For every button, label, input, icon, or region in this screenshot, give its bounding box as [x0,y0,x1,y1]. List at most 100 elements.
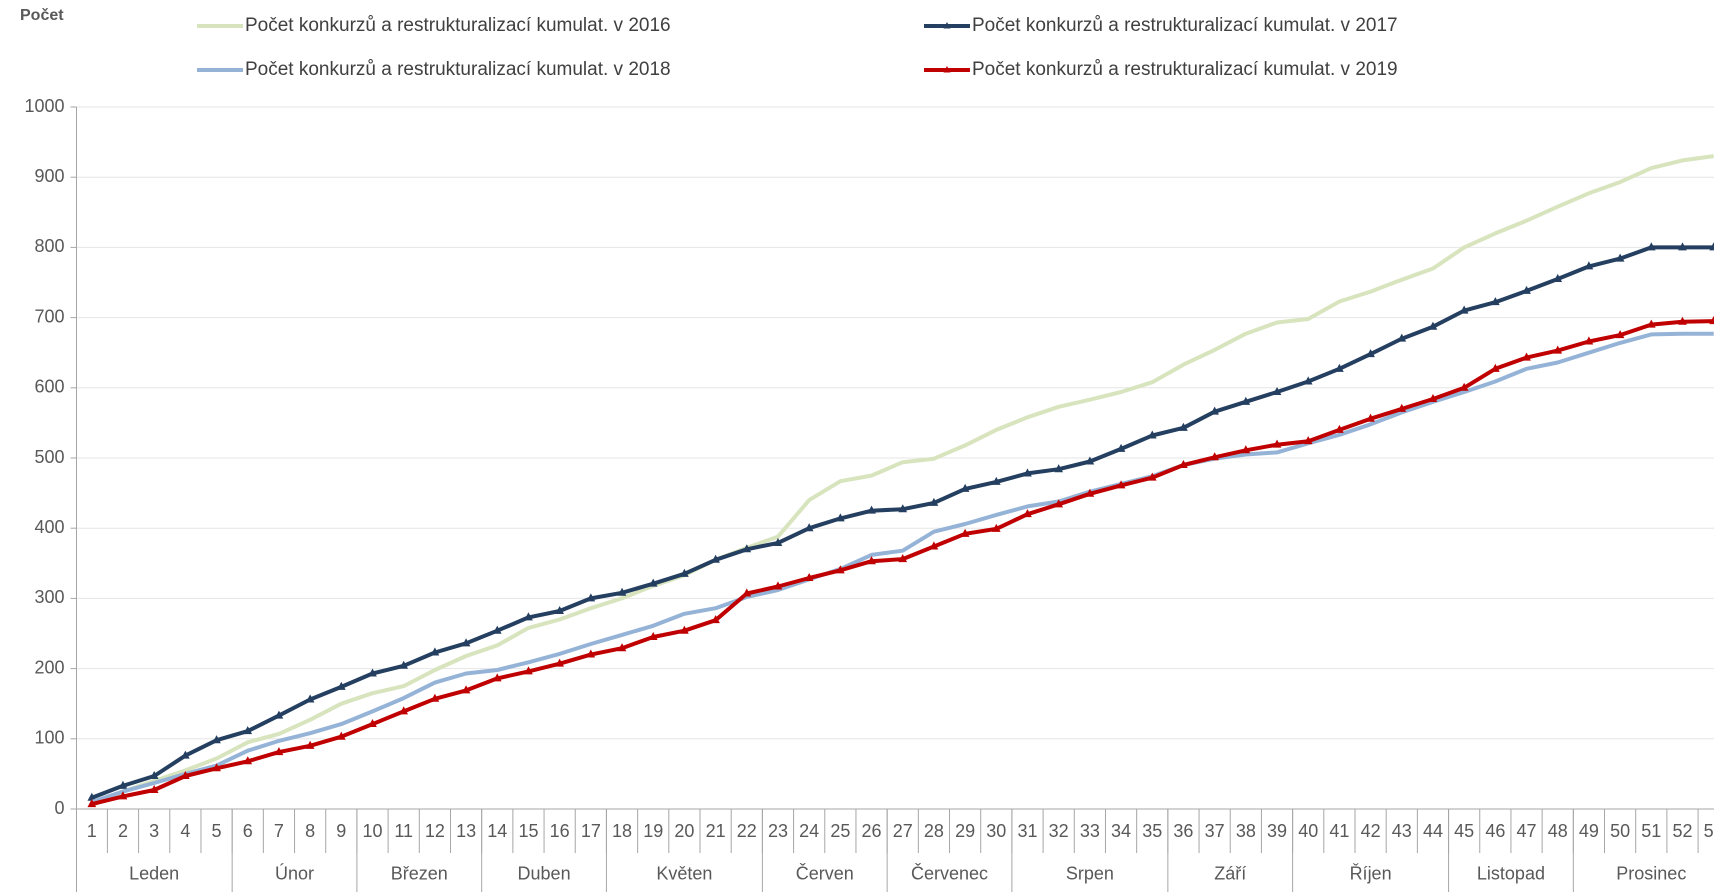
series-marker [1147,472,1157,481]
series-marker [1615,330,1625,339]
series-marker [680,568,689,577]
series-marker [274,747,284,756]
x-tick-label: 41 [1329,821,1349,841]
series-line [91,245,1714,800]
series-marker [243,756,253,765]
x-tick-label: 36 [1173,821,1193,841]
series-marker [555,605,564,615]
x-tick-label: 2 [118,821,128,841]
series-marker [773,581,783,590]
x-tick-label: 50 [1610,821,1630,841]
y-tick-label: 200 [34,657,64,677]
series-marker [586,593,596,602]
month-label: Březen [391,863,448,883]
series-marker [1615,253,1625,262]
legend-marker [943,22,951,29]
series-marker [586,649,596,658]
legend-label: Počet konkurzů a restrukturalizací kumul… [972,15,1398,36]
series-marker [492,673,502,682]
x-tick-label: 26 [862,821,882,841]
x-tick-label: 6 [243,821,253,841]
series-marker [929,497,939,506]
x-tick-label: 1 [87,821,97,841]
x-tick-label: 14 [487,821,507,841]
series-marker [1522,352,1531,361]
x-tick-label: 19 [643,821,663,841]
series-marker [1428,393,1438,403]
series-marker [399,660,409,669]
series-marker [305,740,315,749]
series-marker [118,780,128,789]
x-tick-label: 47 [1517,821,1537,841]
y-tick-label: 600 [34,377,64,397]
x-tick-label: 5 [212,821,222,841]
x-tick-label: 29 [955,821,975,841]
series-marker [492,625,502,634]
y-tick-label: 0 [54,798,64,818]
x-tick-label: 21 [706,821,726,841]
series-marker [1116,443,1126,452]
series-marker [991,523,1001,532]
series-marker [1584,336,1594,345]
series-line [91,319,1714,807]
series-marker [960,483,970,492]
x-tick-label: 39 [1267,821,1287,841]
month-label: Květen [656,863,712,883]
series-marker [1116,480,1126,489]
series-marker [399,706,409,715]
month-label: Listopad [1477,863,1545,883]
series-marker [1179,459,1188,469]
series-marker [1054,464,1064,473]
x-tick-label: 49 [1579,821,1599,841]
series-marker [711,615,720,624]
x-tick-label: 17 [581,821,601,841]
x-tick-label: 37 [1205,821,1225,841]
month-label: Září [1214,863,1246,883]
series-marker [274,710,284,719]
x-tick-label: 48 [1548,821,1568,841]
x-tick-label: 4 [180,821,190,841]
series-marker [960,528,970,537]
series-marker [991,476,1001,485]
x-tick-label: 18 [612,821,632,841]
x-tick-label: 7 [274,821,284,841]
series-line [90,154,1714,808]
x-tick-label: 42 [1361,821,1381,841]
series-marker [648,578,658,587]
month-label: Únor [275,862,314,883]
series-marker [836,565,845,574]
series-marker [1303,376,1313,385]
x-tick-label: 20 [674,821,694,841]
series-marker [1303,436,1313,445]
series-marker [1272,439,1282,448]
series-marker [461,638,471,647]
x-tick-label: 43 [1392,821,1412,841]
x-tick-label: 23 [768,821,788,841]
series-marker [1397,403,1407,412]
series-marker [524,612,533,621]
series-marker [1210,406,1219,415]
series-marker [212,763,221,772]
series-marker [1085,488,1095,497]
legend-label: Počet konkurzů a restrukturalizací kumul… [245,15,671,36]
x-tick-label: 51 [1641,821,1661,841]
legend-label: Počet konkurzů a restrukturalizací kumul… [972,59,1398,80]
x-tick-label: 12 [425,821,445,841]
month-label: Červenec [911,862,988,883]
series-marker [617,587,627,596]
series-marker [1335,363,1344,372]
series-marker [1553,273,1563,282]
series-marker [617,643,627,652]
series-marker [1366,349,1375,358]
y-tick-label: 900 [34,166,64,186]
series-marker [836,513,845,522]
month-label: Prosinec [1616,863,1686,883]
month-label: Leden [129,863,179,883]
series-marker [898,554,908,563]
x-tick-label: 40 [1298,821,1318,841]
legend-label: Počet konkurzů a restrukturalizací kumul… [245,59,671,80]
x-tick-label: 9 [336,821,346,841]
series-marker [368,668,377,677]
series-marker [1397,333,1407,342]
y-axis-label: Počet [20,7,64,24]
